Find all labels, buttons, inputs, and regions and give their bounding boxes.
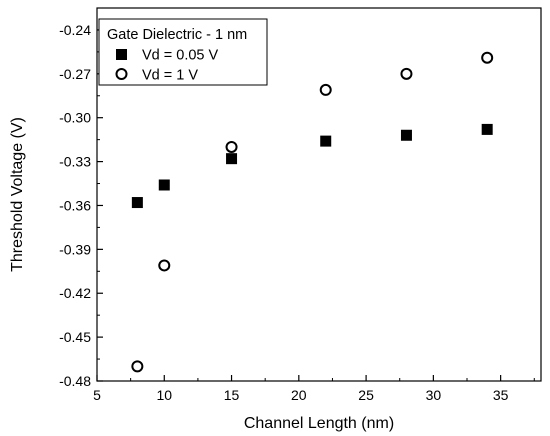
- point-vd-1-8nm: [131, 360, 144, 373]
- y-tick-label: -0.39: [59, 241, 91, 257]
- legend-title: Gate Dielectric - 1 nm: [107, 27, 247, 43]
- x-tick-label: 15: [224, 387, 240, 403]
- y-tick-label: -0.33: [59, 154, 91, 170]
- x-tick-label: 10: [156, 387, 172, 403]
- y-axis-label: Threshold Voltage (V): [9, 117, 26, 272]
- point-vd-005-8nm: [131, 197, 143, 209]
- legend: Gate Dielectric - 1 nm Vd = 0.05 V Vd = …: [98, 18, 268, 86]
- y-tick-label: -0.45: [59, 329, 91, 345]
- y-tick-label: -0.30: [59, 110, 91, 126]
- point-vd-005-28nm: [400, 129, 412, 141]
- x-axis-label: Channel Length (nm): [244, 415, 394, 432]
- legend-label-vd-1: Vd = 1 V: [142, 68, 198, 84]
- point-vd-005-34nm: [481, 123, 493, 135]
- point-vd-1-10nm: [158, 259, 171, 272]
- y-tick-label: -0.42: [59, 285, 91, 301]
- point-vd-1-15nm: [225, 140, 238, 153]
- x-tick-label: 25: [358, 387, 374, 403]
- y-tick-label: -0.36: [59, 197, 91, 213]
- legend-marker-circle: [115, 68, 128, 80]
- x-tick-label: 20: [291, 387, 307, 403]
- point-vd-1-22nm: [319, 83, 332, 96]
- plot-area: [96, 7, 542, 382]
- y-tick-label: -0.24: [59, 22, 91, 38]
- point-vd-1-34nm: [481, 51, 494, 64]
- data-marks: [131, 51, 494, 373]
- axis-ticks: 5 10 15 20 25 30 35 -0.24 -0.27 -0.30 -0.33 -0.36 -0…: [59, 22, 535, 403]
- legend-label-vd-005: Vd = 0.05 V: [142, 48, 219, 64]
- point-vd-005-15nm: [226, 153, 238, 165]
- point-vd-005-22nm: [320, 135, 332, 147]
- x-tick-label: 35: [493, 387, 509, 403]
- x-tick-label: 5: [93, 387, 101, 403]
- point-vd-005-10nm: [158, 179, 170, 191]
- y-tick-label: -0.48: [59, 373, 91, 389]
- x-tick-label: 30: [426, 387, 442, 403]
- point-vd-1-28nm: [400, 67, 413, 80]
- legend-marker-square: [116, 49, 127, 60]
- y-tick-label: -0.27: [59, 66, 91, 82]
